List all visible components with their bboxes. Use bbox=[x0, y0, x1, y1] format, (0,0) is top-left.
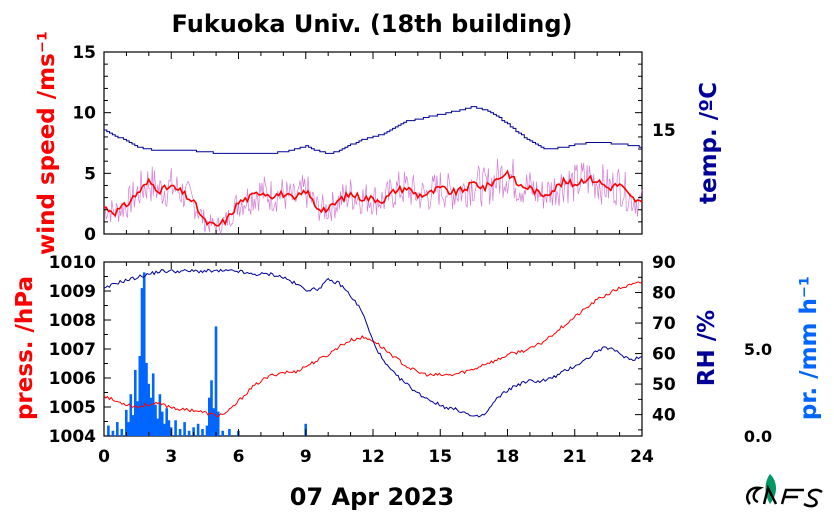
tick-label: 9 bbox=[300, 447, 312, 467]
precip-bar bbox=[136, 401, 139, 436]
top-ticks-layer: 0 5 10 15 15 bbox=[72, 43, 675, 245]
tick-label: 0 bbox=[84, 225, 96, 245]
precip-bar bbox=[145, 362, 148, 436]
precip-bar bbox=[212, 408, 215, 436]
tick-label: 1005 bbox=[49, 398, 96, 418]
tick-label: 18 bbox=[496, 447, 520, 467]
tick-label: 10 bbox=[72, 104, 96, 124]
precip-bar bbox=[167, 420, 171, 436]
precip-bar bbox=[178, 429, 182, 436]
tick-label: 90 bbox=[652, 253, 676, 273]
tick-label: 6 bbox=[233, 447, 245, 467]
humidity-line bbox=[103, 268, 643, 418]
bottom-series-layer bbox=[103, 268, 643, 418]
tick-label: 1007 bbox=[49, 340, 96, 360]
precip-bar bbox=[129, 394, 133, 436]
tick-label: 12 bbox=[361, 447, 385, 467]
precip-bar bbox=[228, 429, 231, 436]
tick-label: 15 bbox=[72, 43, 96, 63]
tick-label: 1010 bbox=[49, 253, 96, 273]
precip-bar bbox=[192, 427, 195, 436]
tick-label: 21 bbox=[563, 447, 587, 467]
tick-label: 0.0 bbox=[744, 427, 772, 446]
precip-bars-layer bbox=[107, 272, 307, 436]
bottom-panel: 0 3 6 9 12 15 18 21 24 1004 1005 1006 1007 1008 1009 10… bbox=[12, 253, 822, 467]
precip-bar bbox=[160, 411, 164, 436]
precip-bar bbox=[142, 272, 146, 436]
precip-axis-label: pr. /mm h⁻¹ bbox=[796, 276, 822, 420]
precip-bar bbox=[158, 394, 162, 436]
precip-bar bbox=[156, 418, 159, 436]
precip-bar bbox=[196, 423, 200, 436]
chart-title: Fukuoka Univ. (18th building) bbox=[172, 10, 573, 38]
tick-label: 0 bbox=[98, 447, 110, 467]
precip-bar bbox=[147, 383, 150, 436]
tick-label: 1008 bbox=[49, 311, 96, 331]
precip-bar bbox=[205, 425, 209, 436]
wind-speed-line bbox=[103, 169, 643, 227]
temp-axis-label: temp. /ºC bbox=[696, 82, 722, 204]
precip-bar bbox=[154, 404, 157, 436]
bottom-ticks-layer: 0 3 6 9 12 15 18 21 24 1004 1005 1006 1007 1008 1009 10… bbox=[49, 253, 773, 467]
precip-bar bbox=[187, 430, 191, 436]
wind-raw-layer bbox=[103, 158, 643, 235]
precip-bar bbox=[138, 356, 142, 436]
tick-label: 40 bbox=[652, 406, 676, 426]
tick-label: 24 bbox=[630, 447, 654, 467]
tick-label: 80 bbox=[652, 284, 676, 304]
precip-bar bbox=[210, 380, 213, 436]
tick-label: 1006 bbox=[49, 369, 96, 389]
tick-label: 3 bbox=[165, 447, 177, 467]
press-axis-label: press. /hPa bbox=[12, 276, 38, 420]
precip-bar bbox=[216, 411, 220, 436]
precip-bar bbox=[174, 420, 177, 436]
wind-raw-line bbox=[103, 158, 643, 235]
tick-label: 1004 bbox=[49, 427, 96, 447]
precip-bar bbox=[120, 429, 124, 436]
precip-bar bbox=[208, 397, 211, 436]
precip-bar bbox=[201, 429, 204, 436]
precip-bar bbox=[214, 326, 218, 436]
wind-axis-label: wind speed /ms⁻¹ bbox=[34, 31, 60, 255]
tick-label: 50 bbox=[652, 375, 676, 395]
tick-label: 15 bbox=[428, 447, 452, 467]
precip-bar bbox=[107, 425, 110, 436]
top-panel: 0 5 10 15 15 wind speed /ms⁻¹ temp. /ºC bbox=[34, 31, 722, 255]
precip-bar bbox=[163, 423, 166, 436]
tick-label: 70 bbox=[652, 314, 676, 334]
precip-bar bbox=[221, 430, 224, 436]
precip-bar bbox=[165, 408, 168, 436]
tick-label: 5.0 bbox=[744, 340, 772, 359]
tick-label: 5 bbox=[84, 164, 96, 184]
precip-bar bbox=[116, 422, 119, 436]
tick-label: 15 bbox=[652, 121, 676, 141]
top-series-layer bbox=[103, 106, 643, 227]
precip-bar bbox=[127, 422, 130, 436]
temperature-line bbox=[104, 106, 642, 154]
precip-bar bbox=[134, 369, 137, 436]
tick-label: 1009 bbox=[49, 282, 96, 302]
pressure-line bbox=[103, 281, 643, 418]
precip-bar bbox=[183, 422, 186, 436]
precip-bar bbox=[111, 430, 115, 436]
precip-bar bbox=[125, 409, 128, 436]
precip-bar bbox=[131, 415, 135, 436]
precip-bar bbox=[140, 288, 144, 436]
precip-bar bbox=[149, 397, 153, 436]
precip-bar bbox=[151, 373, 155, 436]
rh-axis-label: RH /% bbox=[694, 310, 720, 386]
date-label: 07 Apr 2023 bbox=[290, 483, 455, 511]
tick-label: 60 bbox=[652, 345, 676, 365]
fukuoka-univ-logo bbox=[746, 474, 823, 508]
